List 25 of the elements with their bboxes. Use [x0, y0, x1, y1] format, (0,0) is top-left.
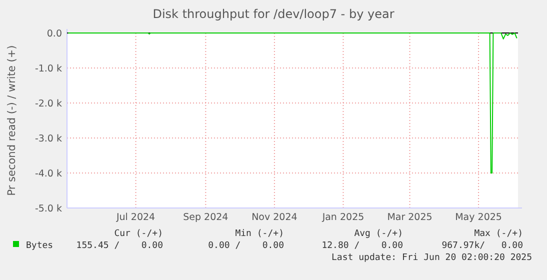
x-tick-label: May 2025 — [455, 212, 502, 223]
y-tick-label: -3.0 k — [34, 134, 62, 144]
y-tick-label: -5.0 k — [34, 204, 62, 214]
y-tick-label: -2.0 k — [34, 98, 62, 110]
y-tick-label: -4.0 k — [34, 168, 62, 180]
legend-label: Bytes — [26, 241, 54, 251]
x-tick-label: Jul 2024 — [115, 212, 156, 223]
y-tick-label: 0.0 — [46, 28, 62, 40]
text: Cur (-/+) — [114, 229, 163, 239]
x-tick-label: Sep 2024 — [183, 212, 228, 223]
text: 967.97k/ 0.00 — [442, 241, 523, 251]
text: Last update: Fri Jun 20 02:00:20 2025 — [332, 253, 532, 263]
text: Min (-/+) — [235, 229, 284, 239]
x-tick-label: Mar 2025 — [387, 212, 432, 223]
y-tick-label: -1.0 k — [34, 64, 62, 74]
text: 12.80 / 0.00 — [316, 241, 403, 251]
text: Max (-/+) — [474, 229, 523, 239]
text: 0.00 / 0.00 — [197, 241, 284, 251]
text: 155.45 / 0.00 — [76, 241, 163, 251]
chart-title: Disk throughput for /dev/loop7 - by year — [152, 7, 394, 21]
x-tick-label: Jan 2025 — [321, 212, 364, 223]
line-series — [68, 32, 518, 174]
y-axis-title: Pr second read (-) / write (+) — [6, 45, 18, 196]
x-tick-label: Nov 2024 — [252, 212, 298, 223]
text: Avg (-/+) — [354, 229, 403, 239]
